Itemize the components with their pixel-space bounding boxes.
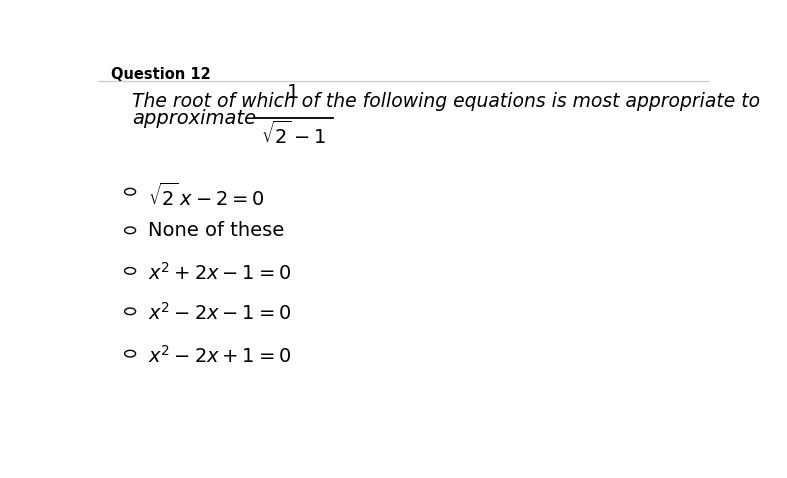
Text: $x^2-2x+1=0$: $x^2-2x+1=0$ <box>149 345 292 366</box>
Text: 1: 1 <box>287 83 300 101</box>
Text: Question 12: Question 12 <box>110 66 210 82</box>
Text: approximate: approximate <box>132 109 256 128</box>
Text: $x^2+2x-1=0$: $x^2+2x-1=0$ <box>149 261 292 283</box>
Text: None of these: None of these <box>149 221 285 240</box>
Text: $\sqrt{2}\,x-2=0$: $\sqrt{2}\,x-2=0$ <box>149 183 265 210</box>
Text: $x^2-2x-1=0$: $x^2-2x-1=0$ <box>149 302 292 324</box>
Text: The root of which of the following equations is most appropriate to: The root of which of the following equat… <box>132 92 760 111</box>
Text: $\sqrt{2}-1$: $\sqrt{2}-1$ <box>260 121 327 148</box>
